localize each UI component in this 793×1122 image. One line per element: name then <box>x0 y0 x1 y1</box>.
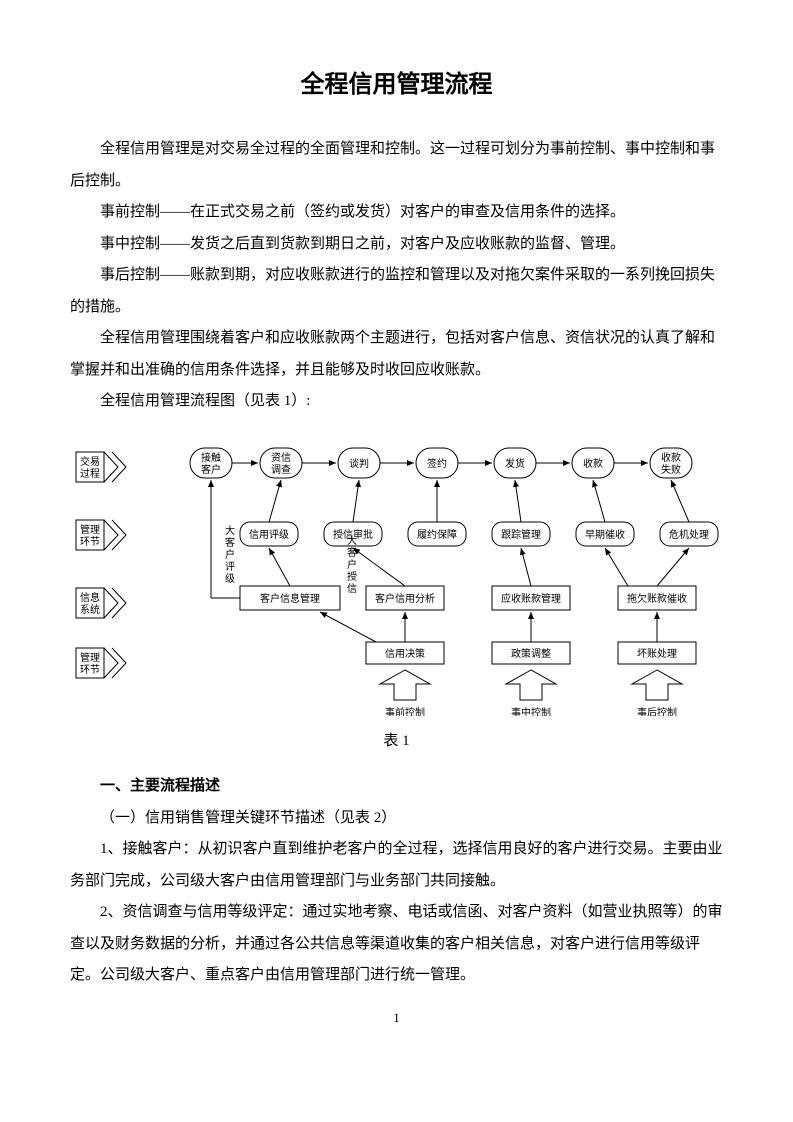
svg-text:系统: 系统 <box>80 603 100 616</box>
page-number: 1 <box>70 1004 723 1031</box>
svg-text:信: 信 <box>347 583 357 595</box>
svg-text:签约: 签约 <box>427 457 447 470</box>
paragraph-4: 事后控制——账款到期，对应收账款进行的监控和管理以及对拖欠案件采取的一系列挽回损… <box>70 260 723 323</box>
svg-text:客: 客 <box>347 546 357 559</box>
svg-text:客户信用分析: 客户信用分析 <box>375 592 435 605</box>
svg-text:客户: 客户 <box>201 463 221 476</box>
svg-text:户: 户 <box>347 558 357 571</box>
flowchart-svg: 交易过程管理环节信息系统管理环节接触客户资信调查谈判签约发货收款收款失败信用评级… <box>70 426 730 716</box>
svg-text:客: 客 <box>225 536 235 549</box>
paragraph-1: 全程信用管理是对交易全过程的全面管理和控制。这一过程可划分为事前控制、事中控制和… <box>70 134 723 197</box>
paragraph-6: 全程信用管理流程图（见表 1）: <box>70 386 723 418</box>
svg-text:事前控制: 事前控制 <box>385 706 425 716</box>
svg-text:跟踪管理: 跟踪管理 <box>501 528 541 541</box>
svg-text:政策调整: 政策调整 <box>511 647 551 660</box>
svg-text:大: 大 <box>225 524 235 537</box>
item-2: 2、资信调查与信用等级评定：通过实地考察、电话或信函、对客户资料（如营业执照等）… <box>70 897 723 992</box>
svg-text:接触: 接触 <box>201 451 221 464</box>
svg-text:过程: 过程 <box>80 467 100 480</box>
document-title: 全程信用管理流程 <box>70 60 723 110</box>
table-caption: 表 1 <box>70 726 723 758</box>
svg-text:事中控制: 事中控制 <box>511 706 551 716</box>
svg-text:信用决策: 信用决策 <box>385 647 425 660</box>
svg-text:环节: 环节 <box>80 664 100 676</box>
section-1-heading: 一、主要流程描述 <box>70 771 723 803</box>
svg-text:客户信息管理: 客户信息管理 <box>260 592 320 605</box>
svg-text:早期催收: 早期催收 <box>585 528 625 541</box>
paragraph-2: 事前控制——在正式交易之前（签约或发货）对客户的审查及信用条件的选择。 <box>70 197 723 229</box>
svg-text:失败: 失败 <box>661 463 681 476</box>
svg-text:拖欠账款催收: 拖欠账款催收 <box>627 592 687 605</box>
svg-text:发货: 发货 <box>505 457 525 470</box>
item-1: 1、接触客户：从初识客户直到维护老客户的全过程，选择信用良好的客户进行交易。主要… <box>70 834 723 897</box>
svg-text:信息: 信息 <box>80 591 100 604</box>
svg-text:大: 大 <box>347 534 357 547</box>
svg-text:谈判: 谈判 <box>349 457 369 470</box>
paragraph-3: 事中控制——发货之后直到货款到期日之前，对客户及应收账款的监督、管理。 <box>70 229 723 261</box>
paragraph-5: 全程信用管理围绕着客户和应收账款两个主题进行，包括对客户信息、资信状况的认真了解… <box>70 323 723 386</box>
svg-text:评: 评 <box>225 561 235 573</box>
svg-text:坏账处理: 坏账处理 <box>637 648 677 660</box>
subsection-1: （一）信用销售管理关键环节描述（见表 2） <box>70 803 723 835</box>
flowchart-diagram: 交易过程管理环节信息系统管理环节接触客户资信调查谈判签约发货收款收款失败信用评级… <box>70 426 723 716</box>
svg-text:交易: 交易 <box>80 455 100 468</box>
svg-text:级: 级 <box>225 573 235 585</box>
svg-text:调查: 调查 <box>271 463 291 476</box>
svg-text:事后控制: 事后控制 <box>637 706 677 716</box>
svg-text:资信: 资信 <box>271 452 291 464</box>
svg-text:应收账款管理: 应收账款管理 <box>501 592 561 605</box>
svg-text:授: 授 <box>347 570 357 583</box>
svg-text:履约保障: 履约保障 <box>417 528 457 541</box>
svg-text:管理: 管理 <box>80 651 100 664</box>
svg-text:管理: 管理 <box>80 523 100 536</box>
svg-text:危机处理: 危机处理 <box>669 528 709 541</box>
svg-text:环节: 环节 <box>80 536 100 548</box>
svg-text:信用评级: 信用评级 <box>249 529 289 541</box>
svg-text:收款: 收款 <box>661 451 681 464</box>
svg-text:户: 户 <box>225 548 235 561</box>
svg-text:收款: 收款 <box>583 457 603 470</box>
